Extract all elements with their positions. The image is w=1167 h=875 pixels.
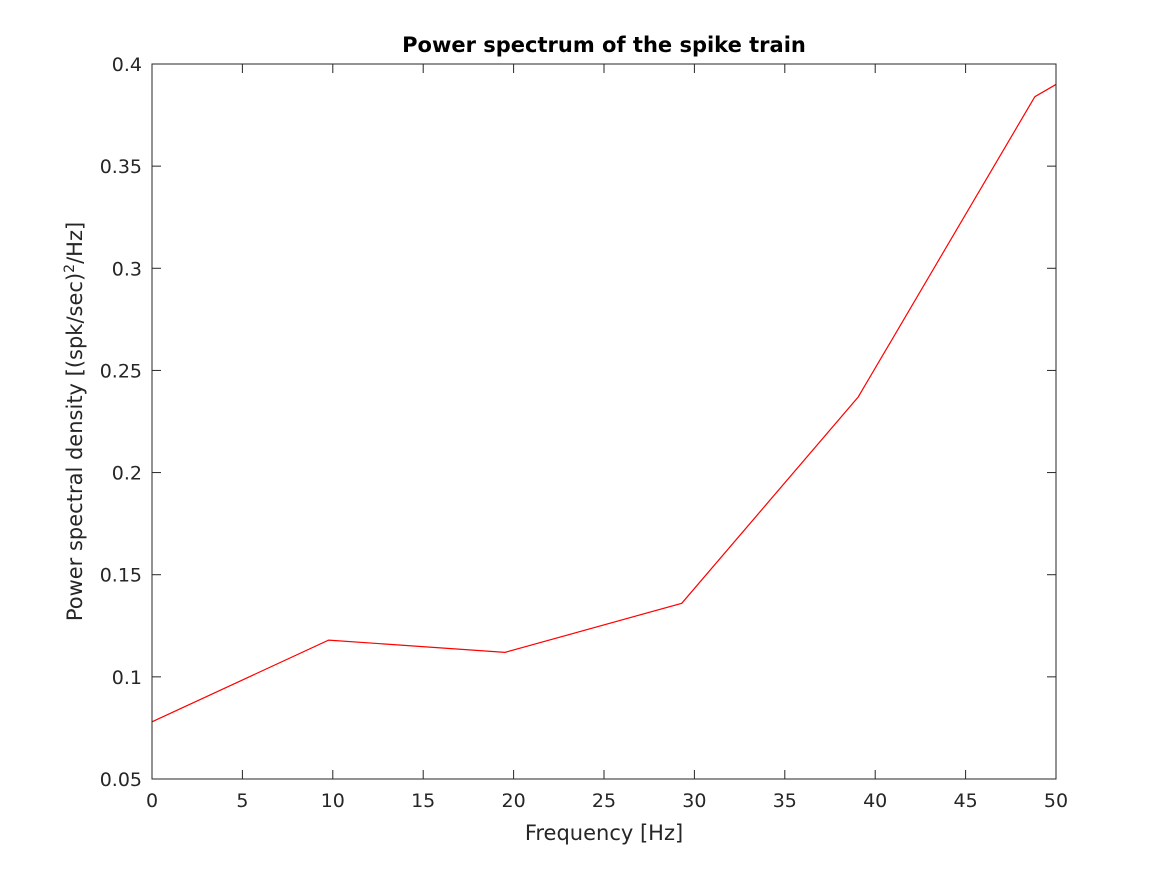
x-tick-label: 10 [321,790,345,812]
y-axis-label: Power spectral density [(spk/sec)2/Hz] [62,222,87,621]
y-tick-label: 0.3 [112,258,142,280]
y-tick-label: 0.25 [100,360,142,382]
x-tick-label: 45 [954,790,978,812]
y-tick-label: 0.05 [100,769,142,791]
y-tick-label: 0.15 [100,565,142,587]
y-axis-label-tail: /Hz] [63,222,87,264]
chart-title: Power spectrum of the spike train [402,33,806,57]
x-tick-label: 50 [1044,790,1068,812]
x-tick-label: 35 [773,790,797,812]
series-line [151,83,1057,723]
y-axis-label-superscript: 2 [62,264,78,273]
x-axis-label: Frequency [Hz] [525,821,683,845]
y-tick-label: 0.1 [112,667,142,689]
axes-box [151,63,1057,780]
series-layer [151,83,1057,723]
y-axis-label-main: Power spectral density [(spk/sec) [63,273,87,621]
x-tick-label: 0 [146,790,158,812]
x-tick-label: 30 [682,790,706,812]
x-tick-label: 20 [502,790,526,812]
x-tick-label: 25 [592,790,616,812]
y-tick-label: 0.35 [100,156,142,178]
y-tick-label: 0.2 [112,463,142,485]
x-tick-label: 15 [411,790,435,812]
x-tick-label: 40 [863,790,887,812]
x-tick-label: 5 [236,790,248,812]
y-tick-label: 0.4 [112,54,142,76]
tick-layer: 0 5 10 15 20 25 30 35 40 45 50 0.05 0.1 0.15 0.2 0.25 0.… [100,54,1068,812]
